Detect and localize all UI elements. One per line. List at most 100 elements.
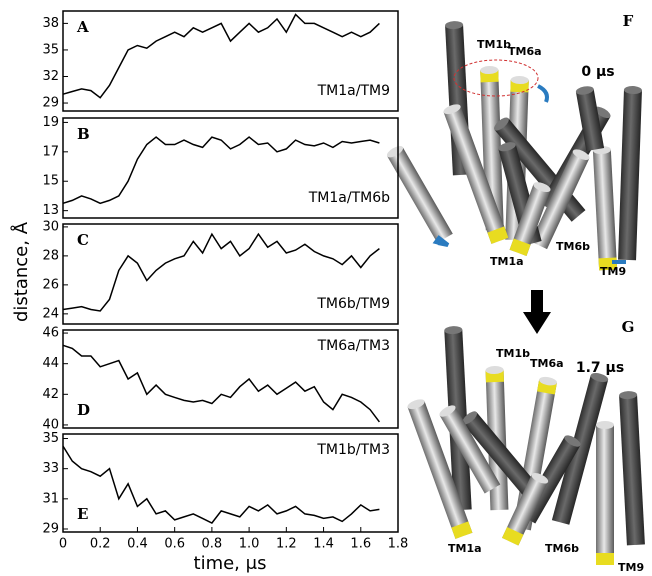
helix bbox=[618, 86, 642, 261]
helix-body bbox=[592, 149, 618, 271]
helix-body bbox=[443, 106, 509, 244]
helix-label: TM1a bbox=[448, 542, 482, 555]
helix-cap bbox=[590, 373, 609, 383]
x-tick-label: 0.2 bbox=[90, 537, 111, 552]
helix-cap bbox=[539, 376, 557, 386]
panel-label: C bbox=[77, 231, 89, 249]
helix-body bbox=[439, 406, 501, 494]
annotation: TM1a/TM9 bbox=[317, 83, 390, 99]
y-tick-label: 35 bbox=[42, 431, 59, 446]
y-tick-label: 35 bbox=[42, 42, 59, 57]
annotation: TM1a/TM6b bbox=[308, 190, 390, 206]
helix-label: TM6b bbox=[545, 542, 579, 555]
helix-end bbox=[509, 238, 531, 256]
y-tick-label: 26 bbox=[42, 277, 59, 292]
helix-label: TM9 bbox=[600, 265, 626, 278]
helix-cap bbox=[533, 182, 551, 192]
y-tick-label: 29 bbox=[42, 521, 59, 536]
y-tick-label: 13 bbox=[42, 203, 59, 218]
helix-cap bbox=[494, 117, 509, 131]
helix-cap bbox=[407, 399, 425, 410]
arrow-left bbox=[432, 235, 450, 247]
helix-body bbox=[530, 150, 590, 250]
annotation: TM6b/TM9 bbox=[316, 296, 390, 312]
helix-cap bbox=[439, 405, 456, 417]
y-tick-label: 46 bbox=[42, 326, 59, 341]
helix-label: TM6a bbox=[508, 45, 542, 58]
y-tick-label: 32 bbox=[42, 69, 59, 84]
helix-body bbox=[551, 375, 609, 525]
helix-body bbox=[387, 147, 453, 243]
helix bbox=[386, 146, 453, 243]
helix-label: TM9 bbox=[618, 561, 644, 574]
y-tick-label: 31 bbox=[42, 491, 59, 506]
y-tick-label: 40 bbox=[42, 417, 59, 432]
plot-frame bbox=[62, 433, 399, 533]
helix-cap bbox=[594, 106, 611, 119]
rotation-arrow bbox=[537, 84, 549, 103]
helix-label: TM1b bbox=[477, 38, 511, 51]
helix bbox=[439, 405, 501, 494]
data-line bbox=[62, 232, 380, 312]
plot-frame bbox=[62, 223, 399, 325]
helix-cap bbox=[444, 326, 463, 335]
helix-cap bbox=[462, 411, 478, 425]
x-tick-label: 0.4 bbox=[127, 537, 148, 552]
helix bbox=[596, 421, 614, 565]
helix-cap bbox=[623, 86, 642, 95]
helix bbox=[592, 146, 618, 271]
data-line bbox=[62, 344, 380, 423]
panel-label: A bbox=[76, 18, 89, 36]
y-tick-label: 30 bbox=[42, 219, 59, 234]
y-tick-label: 44 bbox=[42, 356, 59, 371]
transition-arrow bbox=[523, 290, 551, 334]
plot-frame bbox=[62, 117, 399, 219]
helix-cap bbox=[443, 104, 461, 115]
helix bbox=[575, 86, 605, 152]
helix-cap bbox=[480, 66, 499, 75]
helix-body bbox=[407, 401, 473, 539]
data-line bbox=[62, 445, 380, 524]
data-line bbox=[62, 13, 380, 99]
x-tick-label: 1.0 bbox=[239, 537, 260, 552]
plot-frame bbox=[62, 329, 399, 429]
y-axis-label: distance, Å bbox=[10, 221, 32, 322]
helix-label: TM6a bbox=[530, 357, 564, 370]
x-tick-label: 0.8 bbox=[202, 537, 223, 552]
helix-body bbox=[502, 474, 548, 546]
panel-label: E bbox=[77, 505, 88, 523]
highlight-ellipse bbox=[453, 59, 539, 97]
panel-label: B bbox=[77, 125, 90, 143]
y-tick-label: 38 bbox=[42, 16, 59, 31]
helix-end bbox=[502, 527, 524, 546]
time-label: 0 μs bbox=[581, 64, 614, 80]
helix-label: TM1b bbox=[496, 347, 530, 360]
helix bbox=[462, 411, 548, 508]
y-tick-label: 17 bbox=[42, 144, 59, 159]
helix-body bbox=[462, 412, 548, 508]
helix bbox=[551, 373, 609, 525]
helix bbox=[407, 399, 473, 539]
y-tick-label: 19 bbox=[42, 115, 59, 130]
helix-body bbox=[619, 394, 645, 546]
structure-render bbox=[386, 21, 645, 565]
annotation: TM1b/TM3 bbox=[316, 442, 390, 458]
helix-cap bbox=[498, 142, 516, 152]
x-tick-label: 1.4 bbox=[313, 537, 334, 552]
panel-label: F bbox=[623, 12, 634, 30]
helix-body bbox=[509, 184, 551, 256]
helix-end bbox=[451, 521, 473, 539]
panel-label: D bbox=[77, 401, 90, 419]
helix-cap bbox=[596, 421, 614, 429]
helix-cap bbox=[575, 86, 594, 95]
x-axis-label: time, μs bbox=[194, 553, 267, 574]
helix-cap bbox=[485, 366, 504, 375]
data-line bbox=[62, 136, 380, 205]
helix bbox=[502, 473, 549, 546]
x-tick-label: 1.2 bbox=[276, 537, 297, 552]
helix bbox=[443, 104, 509, 244]
helix-label: TM1a bbox=[490, 255, 524, 268]
helix-body bbox=[575, 88, 605, 152]
helix-cap bbox=[531, 473, 549, 484]
helix-cap bbox=[619, 391, 638, 400]
